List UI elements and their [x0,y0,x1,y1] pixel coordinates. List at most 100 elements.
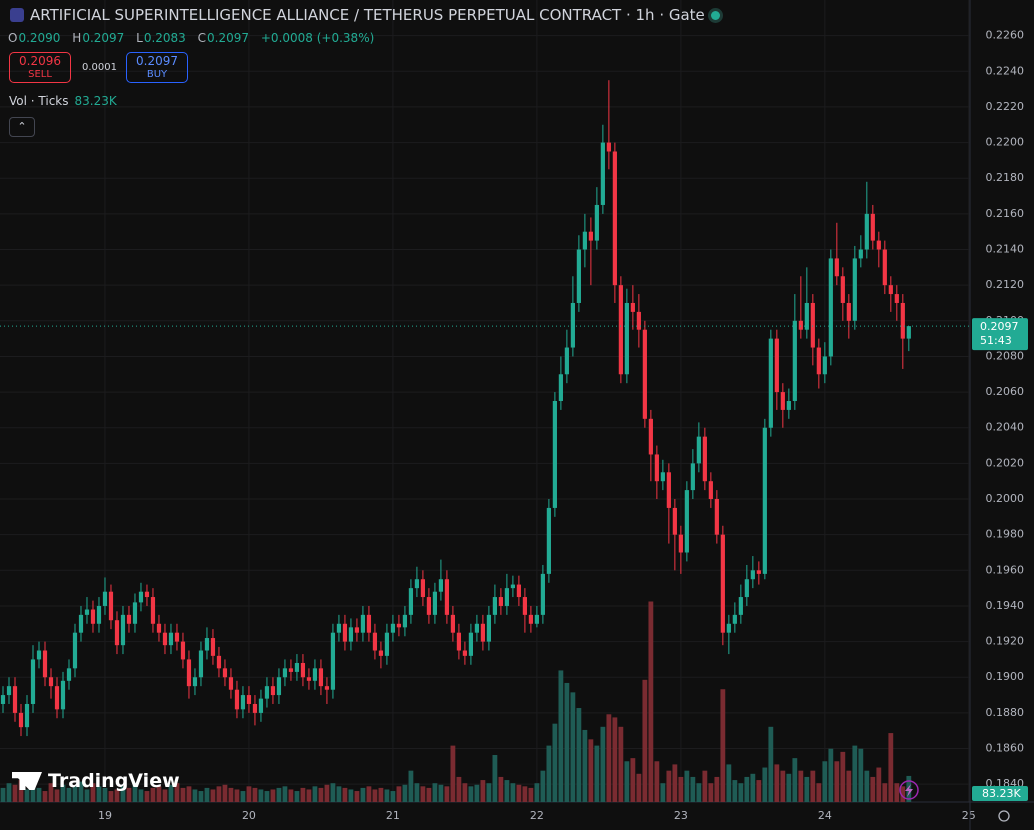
volume-badge [972,786,1028,801]
candle-body [708,481,713,500]
volume-bar [60,784,66,802]
y-tick-label: 0.1860 [986,742,1025,755]
y-tick-label: 0.1900 [986,670,1025,683]
volume-bar [378,787,384,802]
volume-bar [498,776,504,802]
candle-body [342,623,348,642]
volume-bar [492,755,498,802]
volume-bar [552,723,558,802]
brand: TradingView [12,770,180,792]
y-tick-label: 0.2080 [986,349,1025,362]
candle-body [90,609,96,624]
candle-body [270,686,276,696]
collapse-button[interactable]: ⌃ [9,117,35,137]
candle-body [426,597,432,615]
candle-body [672,507,677,535]
candle-body [336,623,342,633]
volume-bar [444,786,450,802]
candle-body [774,338,779,393]
y-tick-label: 0.2160 [986,207,1025,220]
candle-body [300,662,306,678]
volume-bar [90,783,96,802]
volume-bar [474,784,480,802]
candle-body [96,605,102,624]
candle-body [186,659,192,687]
volume-bar [876,767,882,802]
ohlc-row: O0.2090 H0.2097 L0.2083 C0.2097 +0.0008 … [8,31,382,45]
volume-bar [708,783,714,802]
plot-background [0,0,970,802]
candle-body [780,392,785,410]
volume-bar [168,784,174,802]
volume-bar [684,770,690,802]
candle-body [702,436,707,482]
volume-bar [774,764,780,802]
volume-bar [822,761,828,802]
candle-body [564,347,569,375]
volume-bar [234,789,240,802]
candle-body [354,627,360,633]
candle-body [198,650,204,678]
volume-value: 83.23K [74,94,117,108]
sell-button[interactable]: 0.2096 SELL [9,52,71,83]
candle-body [216,655,222,669]
candle-body [588,231,593,241]
chart-title: ARTIFICIAL SUPERINTELLIGENCE ALLIANCE / … [30,6,705,24]
candle-body [6,686,12,696]
x-tick-label: 25 [962,809,976,822]
candle-body [522,597,527,615]
volume-bar [318,787,324,802]
candle-body [678,534,683,553]
volume-bar [204,787,210,802]
volume-bar [732,780,738,802]
volume-bar [582,729,588,802]
volume-bar [624,761,630,802]
volume-bar [786,773,792,802]
volume-bar [330,783,336,802]
candle-body [894,294,899,303]
candle-body [0,695,6,704]
candle-body [558,374,563,401]
volume-legend: Vol · Ticks 83.23K [9,94,117,108]
candle-body [408,588,414,615]
candle-body [48,677,54,687]
y-tick-label: 0.2260 [986,29,1025,42]
volume-bar [114,789,120,802]
volume-bar [408,770,414,802]
volume-bar [810,770,816,802]
candle-body [156,623,162,633]
alert-icon-bolt [905,784,913,797]
volume-bar [144,791,150,802]
volume-bar [852,745,858,802]
x-tick-label: 21 [386,809,400,822]
candle-body [852,258,857,321]
volume-bar [840,751,846,802]
volume-bar [270,789,276,802]
volume-bar [414,783,420,802]
volume-bar [510,783,516,802]
candle-body [846,302,851,321]
volume-bar [504,780,510,802]
y-tick-label: 0.2000 [986,492,1025,505]
buy-button[interactable]: 0.2097 BUY [126,52,188,83]
candle-body [720,534,725,633]
volume-bar [102,787,108,802]
candle-body [888,285,893,295]
volume-bar [750,773,756,802]
candle-body [348,627,354,642]
candle-body [684,490,689,553]
volume-bar [468,786,474,802]
candle-body [864,213,869,250]
candle-body [24,703,30,728]
volume-bar [42,791,48,802]
volume-bar [342,787,348,802]
candle-body [360,614,366,633]
last-price-badge [972,318,1028,351]
candle-body [744,579,749,598]
volume-bar [360,787,366,802]
volume-bar [216,786,222,802]
volume-bar [660,783,666,802]
volume-bar [882,783,888,802]
candle-body [876,240,881,250]
settings-icon [998,810,1010,822]
